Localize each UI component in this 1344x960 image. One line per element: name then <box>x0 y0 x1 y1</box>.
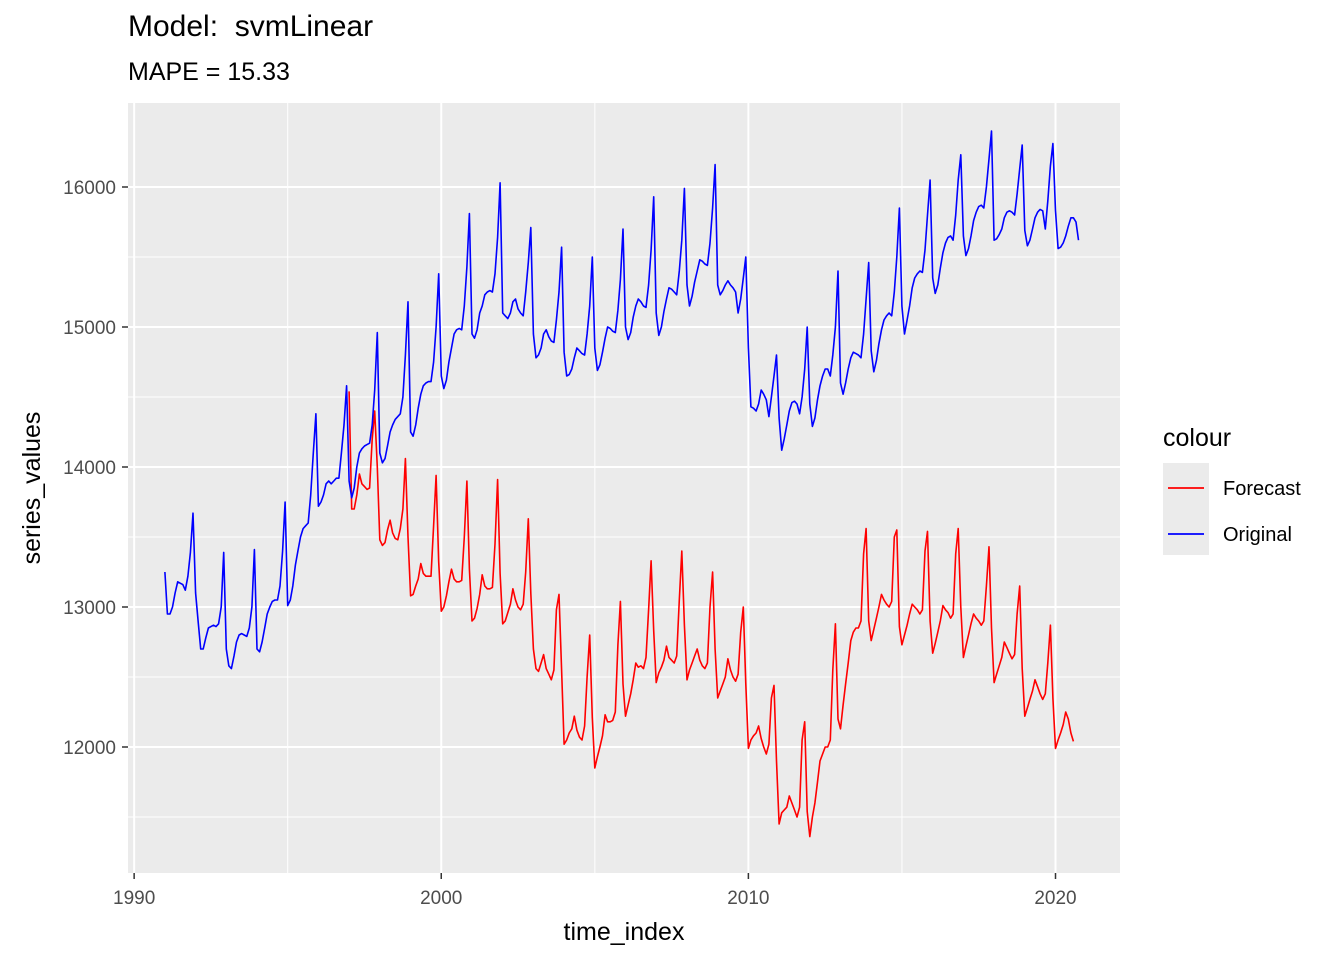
x-tick-label: 2020 <box>1034 888 1076 909</box>
chart-title: Model: svmLinear <box>128 10 374 43</box>
plot-panel <box>128 103 1120 873</box>
chart-subtitle: MAPE = 15.33 <box>128 58 290 86</box>
y-tick-label: 16000 <box>63 178 116 199</box>
y-tick-label: 14000 <box>63 458 116 479</box>
legend: colour Forecast Original <box>1163 424 1301 555</box>
x-tick-label: 2010 <box>727 888 769 909</box>
x-axis-title: time_index <box>564 918 685 946</box>
legend-label-forecast: Forecast <box>1223 478 1301 500</box>
x-tick-label: 2000 <box>420 888 462 909</box>
y-axis: 12000 13000 14000 15000 16000 <box>63 178 128 759</box>
series-line-forecast <box>348 391 1075 838</box>
legend-key-background <box>1163 463 1209 555</box>
legend-label-original: Original <box>1223 524 1292 546</box>
y-tick-label: 13000 <box>63 598 116 619</box>
y-axis-title: series_values <box>18 412 46 565</box>
series-lines <box>164 130 1080 838</box>
y-tick-label: 15000 <box>63 318 116 339</box>
series-line-original <box>164 130 1080 670</box>
x-tick-label: 1990 <box>113 888 155 909</box>
y-tick-label: 12000 <box>63 738 116 759</box>
x-axis: 1990 2000 2010 2020 <box>113 873 1077 909</box>
legend-title: colour <box>1163 424 1231 452</box>
